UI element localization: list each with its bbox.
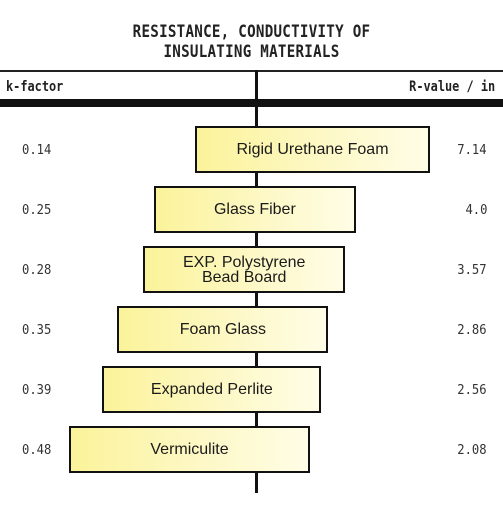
bar-label: Vermiculite — [150, 441, 229, 458]
k-factor-value: 0.39 — [22, 382, 52, 398]
k-factor-value: 0.48 — [22, 442, 52, 458]
bar-label: Rigid Urethane Foam — [236, 141, 389, 158]
header-top-rule — [0, 70, 503, 72]
bar-5: Vermiculite — [69, 426, 310, 473]
r-value-header: R-value / in — [409, 79, 495, 95]
bar-label: Foam Glass — [179, 321, 266, 338]
r-value-value: 2.86 — [457, 322, 487, 338]
k-factor-header: k-factor — [6, 79, 64, 95]
bar-label: Expanded Perlite — [150, 381, 273, 398]
bar-2: EXP. Polystyrene Bead Board — [143, 246, 346, 293]
k-factor-value: 0.35 — [22, 322, 52, 338]
r-value-value: 7.14 — [457, 142, 487, 158]
r-value-value: 4.0 — [465, 202, 487, 218]
bar-3: Foam Glass — [117, 306, 329, 353]
chart-title-line-2: INSULATING MATERIALS — [163, 42, 340, 61]
chart-title-line-1: RESISTANCE, CONDUCTIVITY OF — [132, 22, 371, 41]
bar-label: Glass Fiber — [213, 201, 296, 218]
bar-0: Rigid Urethane Foam — [195, 126, 430, 173]
r-value-value: 3.57 — [457, 262, 487, 278]
k-factor-value: 0.14 — [22, 142, 52, 158]
bar-1: Glass Fiber — [154, 186, 356, 233]
k-factor-value: 0.28 — [22, 262, 52, 278]
bar-4: Expanded Perlite — [102, 366, 322, 413]
header-bottom-rule — [0, 99, 503, 107]
bar-label: EXP. Polystyrene Bead Board — [182, 253, 306, 286]
k-factor-value: 0.25 — [22, 202, 52, 218]
r-value-value: 2.56 — [457, 382, 487, 398]
r-value-value: 2.08 — [457, 442, 487, 458]
